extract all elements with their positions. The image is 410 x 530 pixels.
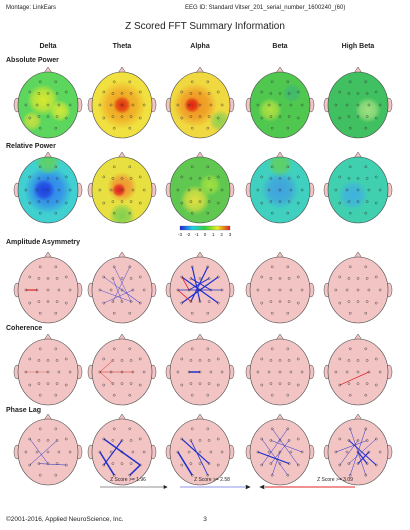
column-header: Theta [113, 43, 132, 50]
legend-label: Z Score >= 2.58 [194, 477, 230, 483]
page-title: Z Scored FFT Summary Information [125, 21, 285, 32]
colorbar: -3 -2 -1 0 1 2 3 [178, 225, 232, 237]
montage: Montage: LinkEars [6, 5, 56, 11]
head-map [245, 333, 315, 406]
row-label: Relative Power [6, 143, 56, 150]
legend-label: Z Score >= 1.96 [110, 477, 146, 483]
head-map [165, 333, 235, 406]
colorbar-label: 2 [220, 232, 223, 237]
row-label: Coherence [6, 325, 42, 332]
head-map [323, 413, 393, 486]
colorbar-label: -2 [186, 232, 190, 237]
colorbar-label: 0 [204, 232, 207, 237]
head-map [13, 66, 83, 139]
head-map [87, 66, 157, 139]
head-map [323, 251, 393, 324]
colorbar-label: -3 [178, 232, 182, 237]
eeg-id: EEG ID: Standard Vitser_201_serial_numbe… [185, 5, 345, 11]
head-map [165, 66, 235, 139]
head-map [323, 66, 393, 139]
legend [100, 484, 355, 490]
colorbar-label: -1 [195, 232, 199, 237]
head-map [13, 333, 83, 406]
column-header: Beta [272, 43, 287, 50]
legend-label: Z Score >= 3.09 [317, 477, 353, 483]
row-label: Absolute Power [6, 57, 59, 64]
head-map [245, 251, 315, 324]
row-label: Phase Lag [6, 407, 41, 414]
head-map [245, 66, 315, 139]
head-map [165, 413, 235, 486]
head-map [323, 333, 393, 406]
column-header: Alpha [190, 43, 210, 50]
head-map [13, 151, 83, 224]
column-header: Delta [39, 43, 56, 50]
row-label: Amplitude Asymmetry [6, 239, 80, 246]
page-number: 3 [203, 516, 207, 523]
head-map [245, 413, 315, 486]
colorbar-label: 1 [212, 232, 215, 237]
head-map [87, 333, 157, 406]
colorbar-label: 3 [229, 232, 232, 237]
head-map [323, 151, 393, 224]
head-map [87, 413, 157, 486]
head-map [13, 413, 83, 486]
head-map [13, 251, 83, 324]
head-map [165, 251, 235, 324]
head-map [87, 251, 157, 324]
head-map [165, 151, 235, 224]
column-header: High Beta [342, 43, 375, 50]
head-map [245, 151, 315, 224]
head-map [87, 151, 157, 224]
copyright: ©2001-2016, Applied NeuroScience, Inc. [6, 515, 124, 523]
